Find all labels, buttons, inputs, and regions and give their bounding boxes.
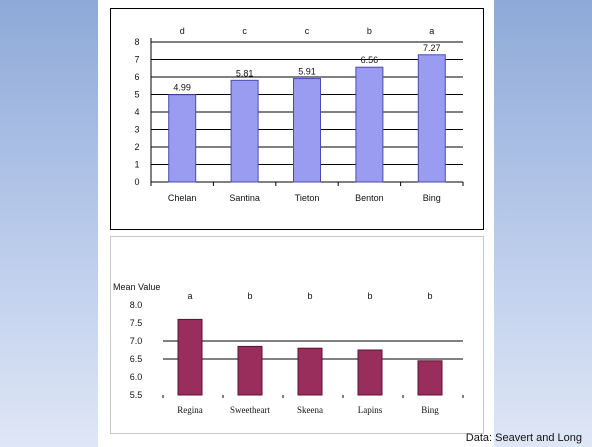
y-tick-label: 7.0 (130, 336, 143, 346)
x-tick-label: Lapins (358, 405, 383, 415)
data-label: 6.56 (361, 55, 379, 65)
chart-bottom-frame: Mean Value 8.0 7.5 7.0 6.5 6.0 5.5 a Regina b Swee… (110, 236, 484, 434)
x-tick-label: Bing (421, 405, 439, 415)
significance-letter: a (429, 26, 434, 36)
x-tick-label: Regina (177, 405, 203, 415)
significance-letter: b (247, 291, 252, 301)
bar-tieton (293, 78, 321, 183)
bar-benton (355, 66, 384, 183)
chart-top-frame: 0 1 2 3 4 5 6 7 8 4.99 d Chelan 5.81 c Santina 5.91 c Tie… (110, 8, 484, 230)
y-tick-label: 6.5 (130, 354, 143, 364)
x-tick-label: Santina (229, 193, 260, 203)
y-tick-label: 2 (134, 142, 139, 152)
significance-letter: c (305, 26, 310, 36)
bar-chart-bottom: Mean Value 8.0 7.5 7.0 6.5 6.0 5.5 a Regina b Swee… (113, 282, 464, 415)
y-tick-label: 3 (134, 125, 139, 135)
x-tick-label: Benton (355, 193, 384, 203)
x-tick-label: Skeena (297, 405, 323, 415)
y-tick-label: 1 (134, 160, 139, 170)
y-tick-label: 7 (134, 55, 139, 65)
x-tick-label: Chelan (168, 193, 197, 203)
y-tick-label: 5 (134, 90, 139, 100)
y-tick-label: 4 (134, 107, 139, 117)
bar-bing (417, 360, 443, 396)
y-axis-title: Mean Value (113, 282, 160, 292)
bar-santina (230, 79, 259, 183)
x-tick-label: Sweetheart (230, 405, 270, 415)
x-tick-label: Tieton (295, 193, 320, 203)
y-tick-label: 7.5 (130, 318, 143, 328)
y-tick-label: 8 (134, 37, 139, 47)
significance-letter: a (187, 291, 192, 301)
y-tick-label: 5.5 (130, 390, 143, 400)
data-label: 5.81 (236, 68, 254, 78)
significance-letter: b (427, 291, 432, 301)
bar-lapins (357, 349, 383, 396)
y-tick-label: 6 (134, 72, 139, 82)
significance-letter: d (180, 26, 185, 36)
significance-letter: c (242, 26, 247, 36)
x-tick-label: Bing (423, 193, 441, 203)
y-tick-label: 0 (134, 177, 139, 187)
bar-skeena (297, 347, 323, 396)
y-tick-label: 6.0 (130, 372, 143, 382)
significance-letter: b (307, 291, 312, 301)
y-tick-label: 8.0 (130, 300, 143, 310)
significance-letter: b (367, 26, 372, 36)
data-label: 5.91 (298, 67, 316, 77)
bar-chart-top: 0 1 2 3 4 5 6 7 8 4.99 d Chelan 5.81 c Santina 5.91 c Tie… (134, 26, 464, 203)
bar-chelan (168, 94, 197, 183)
data-label: 7.27 (423, 43, 441, 53)
bar-sweetheart (237, 345, 263, 396)
bar-bing (417, 54, 446, 183)
source-note: Data: Seavert and Long (465, 432, 582, 444)
data-label: 4.99 (173, 83, 191, 93)
significance-letter: b (367, 291, 372, 301)
bar-regina (177, 318, 203, 396)
